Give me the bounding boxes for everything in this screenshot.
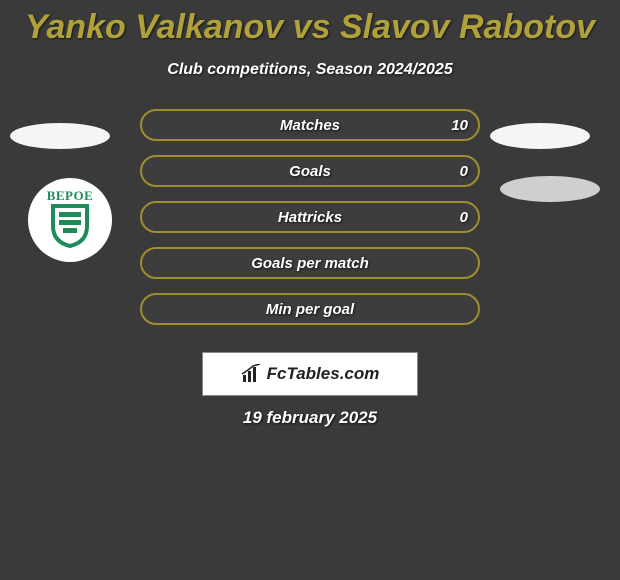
stat-value-right: 0 — [460, 203, 468, 231]
left-placeholder-ellipse — [10, 123, 110, 149]
stat-bar: Matches10 — [140, 109, 480, 141]
stat-bar: Min per goal — [140, 293, 480, 325]
stat-label: Hattricks — [142, 203, 478, 231]
stat-bar: Hattricks0 — [140, 201, 480, 233]
snapshot-date: 19 february 2025 — [0, 408, 620, 428]
stat-label: Matches — [142, 111, 478, 139]
stat-bar: Goals0 — [140, 155, 480, 187]
stat-label: Goals — [142, 157, 478, 185]
fctables-inner: FcTables.com — [241, 364, 380, 384]
stat-row: Min per goal — [0, 293, 620, 325]
right-placeholder-ellipse-1 — [490, 123, 590, 149]
fctables-watermark: FcTables.com — [202, 352, 418, 396]
page-subtitle: Club competitions, Season 2024/2025 — [0, 61, 620, 79]
right-placeholder-ellipse-2 — [500, 176, 600, 202]
bar-chart-icon — [241, 364, 263, 384]
stat-value-right: 0 — [460, 157, 468, 185]
team-badge-left: ΒΕΡΟΕ — [28, 178, 112, 262]
stat-bar: Goals per match — [140, 247, 480, 279]
stat-label: Goals per match — [142, 249, 478, 277]
stat-value-right: 10 — [451, 111, 468, 139]
team-badge-left-inner: ΒΕΡΟΕ — [47, 189, 94, 252]
team-badge-left-text: ΒΕΡΟΕ — [47, 189, 94, 202]
fctables-text: FcTables.com — [267, 364, 380, 384]
page-title: Yanko Valkanov vs Slavov Rabotov — [0, 0, 620, 47]
shield-icon — [47, 202, 93, 248]
stat-label: Min per goal — [142, 295, 478, 323]
